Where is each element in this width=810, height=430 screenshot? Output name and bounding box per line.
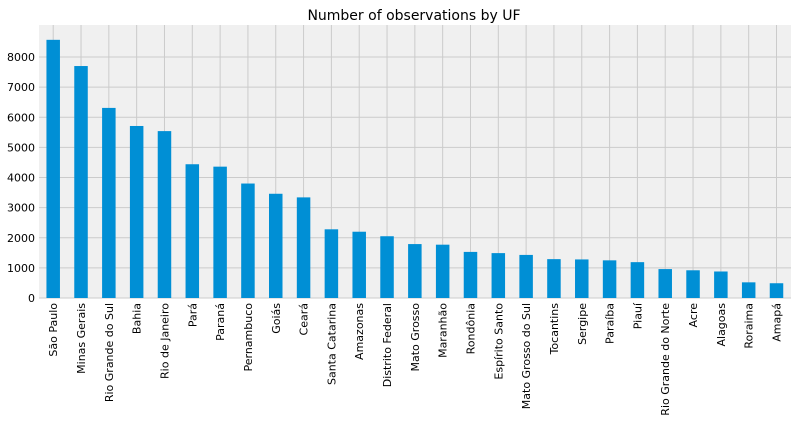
bar	[769, 283, 784, 298]
x-tick-label: Bahia	[131, 303, 144, 334]
x-tick-label: Minas Gerais	[75, 303, 88, 374]
bar	[213, 166, 227, 298]
x-tick-label: São Paulo	[47, 303, 60, 357]
x-tick-label: Rio de Janeiro	[158, 303, 171, 379]
bar	[380, 236, 394, 298]
x-tick-label: Paraná	[214, 303, 227, 341]
x-tick-label: Rio Grande do Norte	[659, 303, 672, 416]
y-tick-label: 2000	[7, 232, 35, 245]
y-tick-label: 5000	[7, 141, 35, 154]
x-tick-label: Sergipe	[576, 303, 589, 345]
x-tick-label: Tocantins	[548, 303, 561, 356]
bar	[74, 66, 88, 298]
bar	[157, 131, 172, 298]
y-tick-label: 7000	[7, 81, 35, 94]
bar	[46, 39, 60, 299]
x-tick-label: Piauí	[631, 302, 644, 329]
x-tick-label: Espírito Santo	[492, 303, 505, 380]
y-axis-ticks: 0 1000 2000 3000 4000 5000 6000 7000 8000	[7, 51, 35, 305]
y-tick-label: 4000	[7, 172, 35, 185]
x-tick-label: Rondônia	[464, 303, 477, 354]
y-tick-label: 0	[28, 292, 35, 305]
bar	[241, 183, 255, 298]
bar	[491, 253, 506, 298]
x-tick-label: Maranhão	[437, 303, 450, 358]
x-tick-label: Mato Grosso	[409, 303, 422, 372]
y-tick-label: 6000	[7, 111, 35, 124]
y-tick-label: 1000	[7, 262, 35, 275]
y-tick-label: 3000	[7, 202, 35, 215]
bar	[324, 229, 339, 298]
bar	[630, 262, 645, 298]
bar	[102, 107, 116, 298]
bar	[463, 251, 478, 298]
bar	[185, 164, 200, 298]
x-tick-label: Distrito Federal	[381, 303, 394, 387]
x-axis-ticks: São Paulo Minas Gerais Rio Grande do Sul Ba…	[47, 302, 783, 416]
bar	[296, 197, 311, 298]
bar	[269, 193, 283, 298]
bar	[129, 125, 144, 298]
x-tick-label: Pará	[186, 303, 199, 327]
x-tick-label: Alagoas	[715, 303, 728, 347]
bar	[714, 271, 728, 298]
bar	[741, 282, 756, 298]
x-tick-label: Roraima	[743, 303, 756, 349]
bar	[686, 270, 700, 298]
x-tick-label: Pernambuco	[242, 303, 255, 372]
chart-title: Number of observations by UF	[307, 8, 520, 24]
x-tick-label: Goiás	[270, 303, 283, 334]
x-tick-label: Acre	[687, 303, 700, 328]
x-tick-label: Rio Grande do Sul	[103, 303, 116, 402]
bar	[602, 260, 617, 298]
bar	[435, 244, 450, 298]
bar	[575, 259, 589, 298]
bar	[408, 244, 422, 298]
bar	[658, 269, 672, 298]
bar	[352, 231, 366, 298]
x-tick-label: Santa Catarina	[325, 303, 338, 385]
bars	[46, 39, 784, 299]
bar	[547, 259, 561, 298]
x-tick-label: Paraíba	[604, 303, 617, 344]
x-tick-label: Amapá	[771, 303, 784, 342]
y-tick-label: 8000	[7, 51, 35, 64]
x-tick-label: Amazonas	[353, 303, 366, 360]
x-tick-label: Ceará	[298, 303, 311, 335]
x-tick-label: Mato Grosso do Sul	[520, 303, 533, 409]
bar	[519, 254, 533, 298]
